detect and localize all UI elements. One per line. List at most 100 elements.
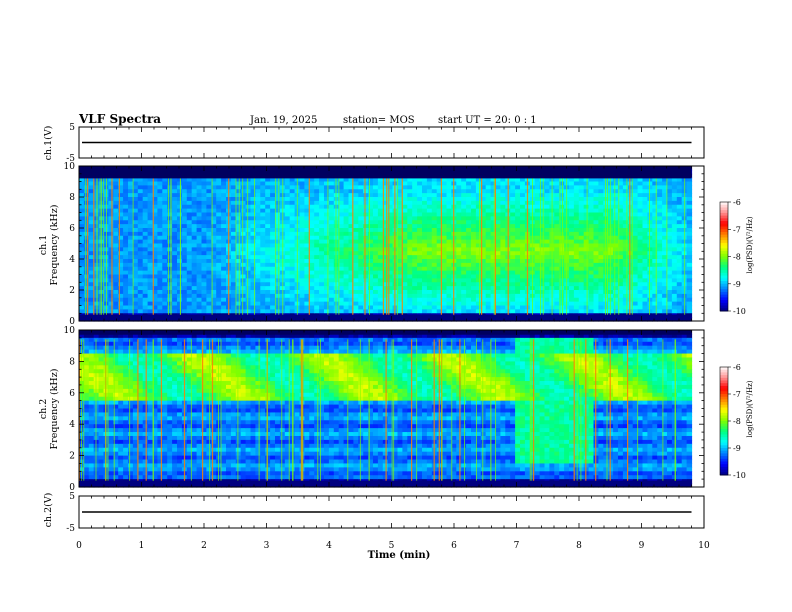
spectrogram-cell — [667, 193, 673, 198]
spectrogram-cell — [402, 216, 408, 221]
spectrogram-cell — [622, 189, 629, 194]
spectrogram-cell — [686, 255, 693, 260]
spectrogram-cell — [583, 185, 590, 190]
spectrogram-cell — [647, 301, 653, 307]
spectrogram-cell — [167, 185, 173, 190]
spectrogram-cell — [618, 185, 624, 190]
spectrogram-cell — [510, 231, 516, 237]
spectrogram-cell — [569, 266, 575, 272]
spectrogram-cell — [490, 193, 497, 198]
spectrogram-cell — [593, 286, 599, 291]
spectrogram-cell — [515, 247, 521, 252]
spectrogram-cell — [191, 297, 198, 303]
spectrogram-cell — [627, 208, 634, 214]
spectrogram-cell — [598, 216, 604, 221]
spectrogram-cell — [520, 247, 526, 252]
spectrogram-cell — [177, 251, 183, 256]
spectrogram-cell — [343, 297, 350, 303]
spectrogram-cell — [132, 239, 139, 245]
spectrogram-cell — [608, 224, 614, 229]
spectrogram-cell — [128, 200, 134, 206]
spectrogram-cell — [304, 235, 310, 241]
spectrogram-cell — [132, 189, 139, 194]
spectrogram-cell — [235, 189, 242, 194]
spectrogram-cell — [167, 212, 173, 217]
spectrogram-cell — [583, 200, 590, 206]
spectrogram-cell — [559, 266, 565, 272]
spectrogram-cell — [500, 216, 506, 221]
spectrogram-cell — [353, 231, 359, 237]
spectrogram-cell — [598, 200, 604, 206]
spectrogram-cell — [196, 297, 203, 303]
spectrogram-cell — [466, 239, 472, 245]
spectrogram-cell — [314, 309, 320, 314]
spectrogram-cell — [554, 247, 560, 252]
spectrogram-cell — [319, 251, 325, 256]
spectrogram-cell — [79, 259, 85, 264]
spectrogram-cell — [510, 204, 516, 210]
spectrogram-cell — [387, 305, 394, 310]
spectrogram-cell — [186, 305, 193, 310]
spectrogram-cell — [554, 286, 560, 291]
spectrogram-cell — [603, 228, 609, 233]
spectrogram-cell — [676, 177, 683, 183]
spectrogram-cell — [324, 204, 330, 210]
spectrogram-cell — [270, 255, 276, 260]
spectrogram-cell — [657, 228, 663, 233]
spectrogram-cell — [461, 197, 467, 202]
spectrogram-cell — [152, 185, 158, 190]
spectrogram-cell — [333, 270, 340, 276]
spectrogram-cell — [554, 293, 560, 299]
spectrogram-cell — [358, 266, 364, 272]
spectrogram-cell — [309, 181, 315, 186]
spectrogram-cell — [515, 282, 521, 287]
spectrogram-cell — [534, 197, 541, 202]
spectrogram-cell — [382, 177, 389, 183]
spectrogram-cell — [265, 220, 271, 225]
spectrogram-cell — [93, 228, 100, 233]
spectrogram-cell — [544, 181, 550, 186]
spectrogram-cell — [461, 189, 467, 194]
spectrogram-cell — [515, 177, 521, 183]
spectrogram-cell — [128, 282, 134, 287]
spectrogram-cell — [319, 255, 325, 260]
spectrogram-cell — [377, 247, 384, 252]
spectrogram-cell — [583, 193, 590, 198]
spectrogram-cell — [211, 224, 217, 229]
spectrogram-cell — [132, 305, 139, 310]
spectrogram-cell — [520, 220, 526, 225]
spectrogram-cell — [304, 200, 310, 206]
spectrogram-cell — [186, 243, 193, 248]
spectrogram-cell — [618, 309, 624, 314]
spectrogram-cell — [191, 262, 198, 268]
spectrogram-cell — [632, 216, 639, 221]
spectrogram-cell — [382, 224, 389, 229]
spectrogram-cell — [603, 286, 609, 291]
spectrogram-cell — [211, 200, 217, 206]
spectrogram-cell — [113, 243, 119, 248]
spectrogram-cell — [490, 216, 497, 221]
spectrogram-cell — [436, 216, 443, 221]
spectrogram-cell — [363, 228, 369, 233]
spectrogram-cell — [191, 235, 198, 241]
spectrogram-cell — [167, 189, 173, 194]
spectrogram-cell — [328, 286, 335, 291]
spectrogram-cell — [573, 228, 580, 233]
spectrogram-cell — [118, 255, 124, 260]
spectrogram-cell — [382, 301, 389, 307]
spectrogram-cell — [544, 274, 550, 279]
spectrogram-cell — [191, 193, 198, 198]
spectrogram-cell — [289, 220, 296, 225]
spectrogram-cell — [578, 251, 585, 256]
spectrogram-cell — [265, 301, 271, 307]
spectrogram-cell — [172, 204, 178, 210]
spectrogram-cell — [480, 286, 487, 291]
spectrogram-cell — [328, 270, 335, 276]
spectrogram-cell — [196, 204, 203, 210]
spectrogram-cell — [446, 305, 452, 310]
spectrogram-cell — [495, 224, 501, 229]
spectrogram-cell — [167, 243, 173, 248]
spectrogram-cell — [426, 259, 433, 264]
spectrogram-cell — [632, 297, 639, 303]
spectrogram-cell — [583, 181, 590, 186]
